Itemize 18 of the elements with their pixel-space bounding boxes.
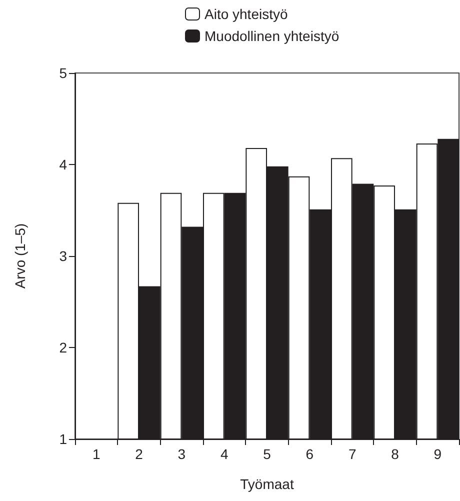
x-tick-label: 7 xyxy=(348,446,356,462)
x-tick-label: 4 xyxy=(220,446,228,462)
y-tick-label: 3 xyxy=(59,248,68,264)
x-axis-title: Työmaat xyxy=(240,476,294,492)
legend-label: Aito yhteistyö xyxy=(204,6,288,22)
x-tick-label: 2 xyxy=(135,446,144,462)
y-axis-title: Arvo (1–5) xyxy=(12,223,28,289)
x-tick-label: 3 xyxy=(178,446,186,462)
x-tick-label: 9 xyxy=(434,446,442,462)
y-tick-label: 2 xyxy=(59,340,68,356)
y-tick-label: 4 xyxy=(59,156,68,172)
legend-label: Muodollinen yhteistyö xyxy=(204,28,340,44)
x-tick-label: 8 xyxy=(391,446,400,462)
x-tick-label: 1 xyxy=(92,446,100,462)
x-tick-label: 6 xyxy=(306,446,314,462)
y-tick-label: 5 xyxy=(59,65,68,81)
y-tick-label: 1 xyxy=(59,431,68,447)
x-tick-label: 5 xyxy=(263,446,272,462)
